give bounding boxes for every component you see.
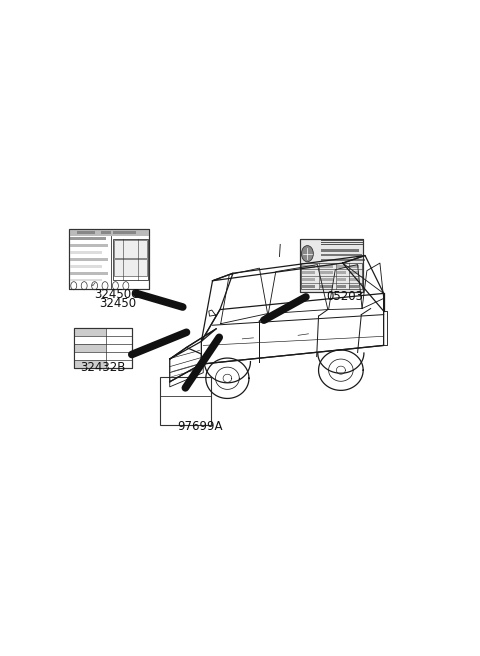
- Bar: [321, 242, 364, 243]
- Bar: [302, 265, 315, 268]
- Bar: [121, 231, 139, 234]
- Bar: [300, 239, 363, 292]
- Bar: [302, 278, 315, 281]
- Bar: [321, 244, 364, 245]
- Bar: [71, 251, 102, 254]
- Bar: [337, 272, 346, 274]
- Bar: [101, 231, 119, 234]
- Text: 32450: 32450: [99, 297, 136, 310]
- Bar: [71, 237, 106, 239]
- Bar: [337, 285, 346, 287]
- Bar: [77, 231, 95, 234]
- Bar: [320, 278, 333, 281]
- Bar: [337, 265, 346, 268]
- Text: 05203: 05203: [326, 291, 363, 304]
- Bar: [113, 239, 148, 280]
- Bar: [349, 265, 359, 268]
- Bar: [321, 255, 362, 256]
- Bar: [349, 272, 359, 274]
- Bar: [160, 377, 211, 424]
- Bar: [71, 272, 108, 274]
- Bar: [349, 285, 359, 287]
- Bar: [302, 285, 315, 287]
- Circle shape: [301, 245, 313, 262]
- Bar: [320, 265, 333, 268]
- Bar: [74, 352, 106, 360]
- Bar: [71, 279, 102, 281]
- Bar: [71, 265, 102, 268]
- Text: 97699A: 97699A: [177, 420, 222, 434]
- Bar: [321, 240, 364, 241]
- Bar: [113, 231, 136, 234]
- Bar: [71, 258, 108, 260]
- Bar: [74, 360, 106, 368]
- Bar: [74, 328, 132, 368]
- Bar: [320, 285, 333, 287]
- Bar: [320, 272, 333, 274]
- Bar: [111, 229, 149, 236]
- Bar: [74, 328, 106, 336]
- Text: 32432B: 32432B: [80, 361, 125, 374]
- Bar: [349, 278, 359, 281]
- Bar: [301, 262, 362, 289]
- Bar: [321, 249, 359, 251]
- Bar: [74, 344, 106, 352]
- Bar: [74, 328, 132, 368]
- Text: 32450G: 32450G: [95, 288, 141, 301]
- Bar: [74, 336, 106, 344]
- Bar: [321, 259, 365, 261]
- Bar: [69, 229, 149, 289]
- Bar: [114, 240, 147, 258]
- Bar: [71, 244, 108, 247]
- Bar: [114, 259, 147, 276]
- Bar: [69, 229, 149, 236]
- Bar: [337, 278, 346, 281]
- Bar: [302, 272, 315, 274]
- Bar: [300, 239, 363, 292]
- Bar: [69, 229, 149, 289]
- Text: ✓: ✓: [91, 282, 97, 288]
